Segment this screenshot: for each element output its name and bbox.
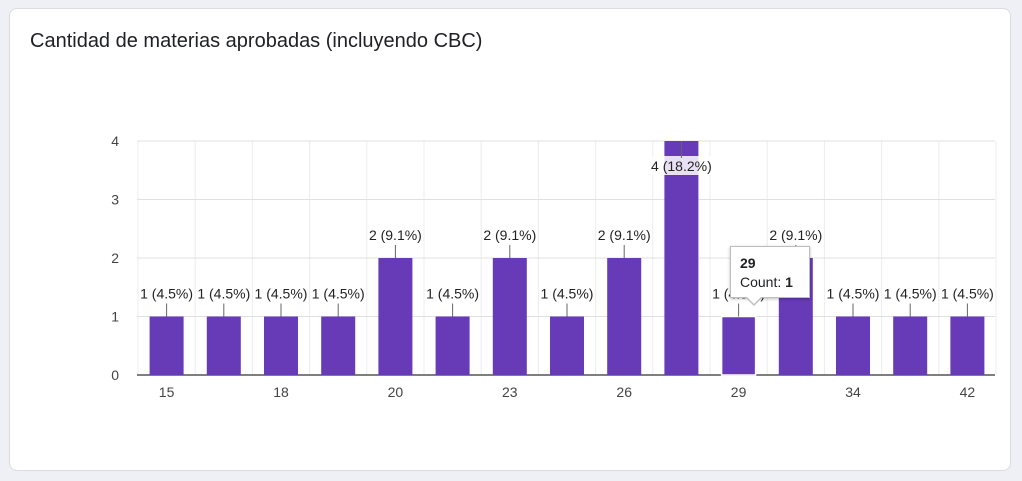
x-tick-label: 26 (616, 384, 632, 400)
chart-title: Cantidad de materias aprobadas (incluyen… (30, 30, 483, 52)
data-label: 1 (4.5%) (312, 286, 365, 302)
bar (836, 316, 870, 375)
bar (378, 258, 413, 375)
y-tick-label: 4 (111, 133, 119, 149)
data-label: 1 (4.5%) (941, 286, 994, 302)
data-label: 4 (18.2%) (651, 158, 712, 174)
data-label: 1 (4.5%) (827, 286, 880, 302)
x-tick-label: 34 (845, 384, 861, 400)
tooltip-count-value: 1 (785, 274, 793, 290)
data-label: 1 (4.5%) (884, 286, 937, 302)
data-label: 2 (9.1%) (483, 227, 536, 243)
tooltip-count: Count: 1 (740, 273, 809, 292)
bar (664, 141, 699, 375)
bar (721, 316, 756, 375)
x-tick-label: 29 (731, 384, 747, 400)
bar (435, 316, 470, 375)
data-label: 1 (4.5%) (541, 286, 594, 302)
data-label: 2 (9.1%) (369, 227, 422, 243)
bar (550, 316, 584, 375)
bar (321, 316, 356, 375)
y-tick-label: 2 (111, 250, 119, 266)
data-label: 1 (4.5%) (140, 286, 193, 302)
data-label: 1 (4.5%) (197, 286, 250, 302)
bar (149, 316, 184, 375)
data-label: 2 (9.1%) (769, 227, 822, 243)
data-label: 1 (4.5%) (426, 286, 479, 302)
y-axis-ticks: 0 1 2 3 4 (111, 133, 119, 383)
data-label: 1 (4.5%) (255, 286, 308, 302)
bar-tooltip: 29 Count: 1 (730, 246, 810, 306)
bar (264, 316, 298, 375)
bar (950, 316, 985, 375)
x-tick-label: 18 (273, 384, 289, 400)
label-bg (651, 156, 712, 175)
data-labels: 1 (4.5%) 1 (4.5%) 1 (4.5%) 1 (4.5%)2 (9.1%)… (140, 158, 994, 302)
y-tick-label: 1 (111, 309, 119, 325)
x-axis-ticks: 15 18 20 23 26 29 34 42 (159, 384, 976, 400)
bar (206, 316, 241, 375)
label-connectors (166, 141, 968, 317)
y-tick-label: 0 (111, 367, 119, 383)
x-tick-label: 15 (159, 384, 175, 400)
y-tick-label: 3 (111, 192, 119, 208)
bar (607, 258, 642, 375)
bar (492, 258, 527, 375)
tooltip-count-label: Count: (740, 274, 782, 290)
x-tick-label: 23 (502, 384, 518, 400)
x-tick-label: 20 (388, 384, 404, 400)
tooltip-x-value: 29 (740, 255, 756, 271)
bar (893, 316, 928, 375)
chart-card (9, 8, 1011, 471)
data-label: 2 (9.1%) (598, 227, 651, 243)
x-tick-label: 42 (960, 384, 976, 400)
